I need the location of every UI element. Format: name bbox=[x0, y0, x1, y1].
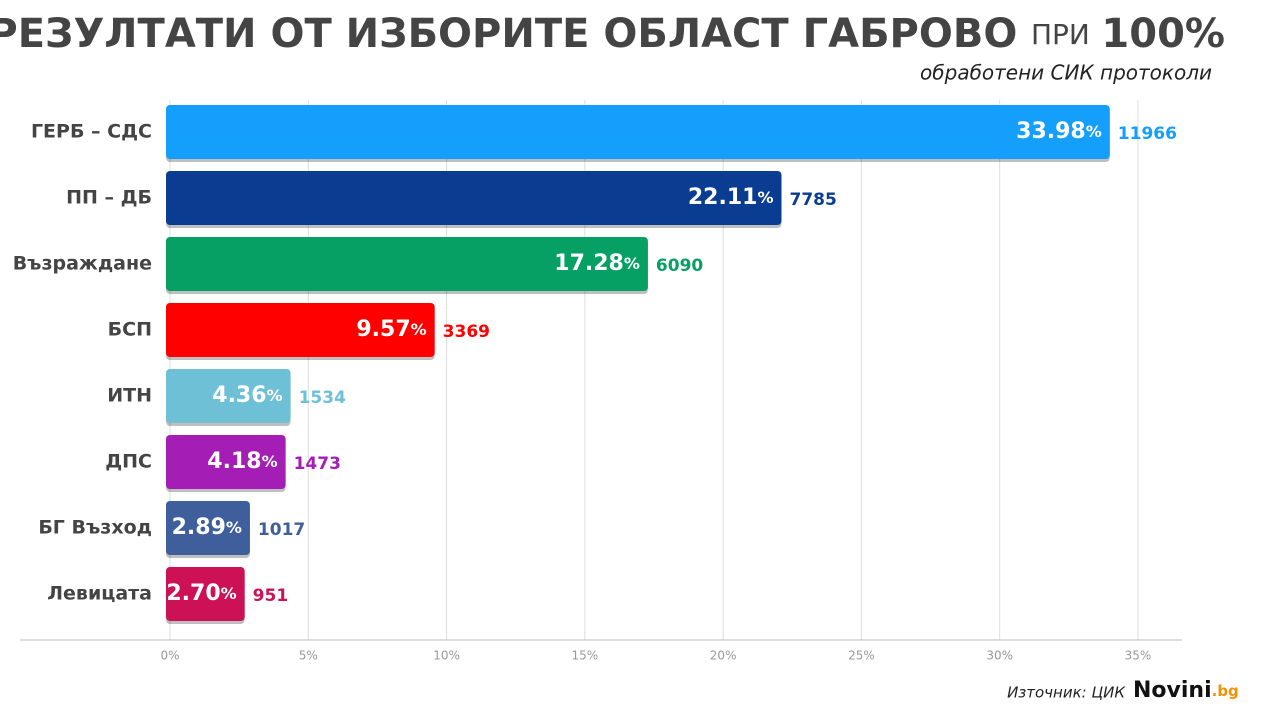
value-label: 22.11% bbox=[688, 185, 774, 210]
bar bbox=[166, 171, 782, 225]
x-tick-label: 30% bbox=[986, 649, 1013, 663]
x-tick-label: 15% bbox=[572, 649, 599, 663]
bar bbox=[166, 105, 1110, 159]
logo-name: Novini bbox=[1133, 678, 1212, 703]
bar bbox=[166, 303, 435, 357]
value-label: 33.98% bbox=[1016, 119, 1102, 144]
source: Източник: ЦИК bbox=[1007, 684, 1126, 702]
y-tick-label: ДПС bbox=[105, 451, 152, 473]
vote-label: 7785 bbox=[789, 190, 836, 210]
value-label: 4.18% bbox=[207, 449, 277, 474]
bar bbox=[166, 237, 648, 291]
y-tick-label: ГЕРБ – СДС bbox=[31, 121, 152, 143]
logo: Novini.bg bbox=[1133, 678, 1239, 703]
vote-label: 951 bbox=[253, 586, 289, 606]
x-tick-label: 35% bbox=[1125, 649, 1152, 663]
y-tick-label: Възраждане bbox=[13, 253, 152, 275]
value-label: 2.70% bbox=[166, 581, 236, 606]
chart-title-group: РЕЗУЛТАТИ ОТ ИЗБОРИТЕ ОБЛАСТ ГАБРОВО ПРИ… bbox=[0, 11, 1225, 57]
y-tick-label: БГ Възход bbox=[38, 517, 152, 539]
logo-tld: .bg bbox=[1212, 682, 1239, 700]
vote-label: 1473 bbox=[294, 454, 341, 474]
chart-title: РЕЗУЛТАТИ ОТ ИЗБОРИТЕ ОБЛАСТ ГАБРОВО bbox=[0, 11, 1017, 57]
title-value: 100% bbox=[1101, 11, 1225, 57]
vote-label: 11966 bbox=[1118, 124, 1177, 144]
x-tick-label: 20% bbox=[710, 649, 737, 663]
value-label: 2.89% bbox=[172, 515, 242, 540]
bar bbox=[166, 435, 286, 489]
vote-label: 3369 bbox=[443, 322, 490, 342]
vote-label: 6090 bbox=[656, 256, 703, 276]
bar bbox=[166, 369, 291, 423]
bar bbox=[166, 567, 245, 621]
y-tick-label: Левицата bbox=[47, 583, 152, 605]
x-tick-label: 5% bbox=[299, 649, 318, 663]
title-connector: ПРИ bbox=[1031, 18, 1090, 51]
vote-label: 1534 bbox=[299, 388, 346, 408]
y-tick-label: ПП – ДБ bbox=[66, 187, 152, 209]
y-tick-label: ИТН bbox=[107, 385, 152, 407]
value-label: 17.28% bbox=[554, 251, 640, 276]
value-label: 4.36% bbox=[212, 383, 282, 408]
x-tick-label: 0% bbox=[160, 649, 179, 663]
value-label: 9.57% bbox=[356, 317, 426, 342]
x-tick-label: 10% bbox=[433, 649, 460, 663]
y-tick-label: БСП bbox=[108, 319, 152, 341]
chart-subtitle: обработени СИК протоколи bbox=[920, 61, 1212, 85]
x-tick-label: 25% bbox=[848, 649, 875, 663]
bar bbox=[166, 501, 250, 555]
vote-label: 1017 bbox=[258, 520, 305, 540]
